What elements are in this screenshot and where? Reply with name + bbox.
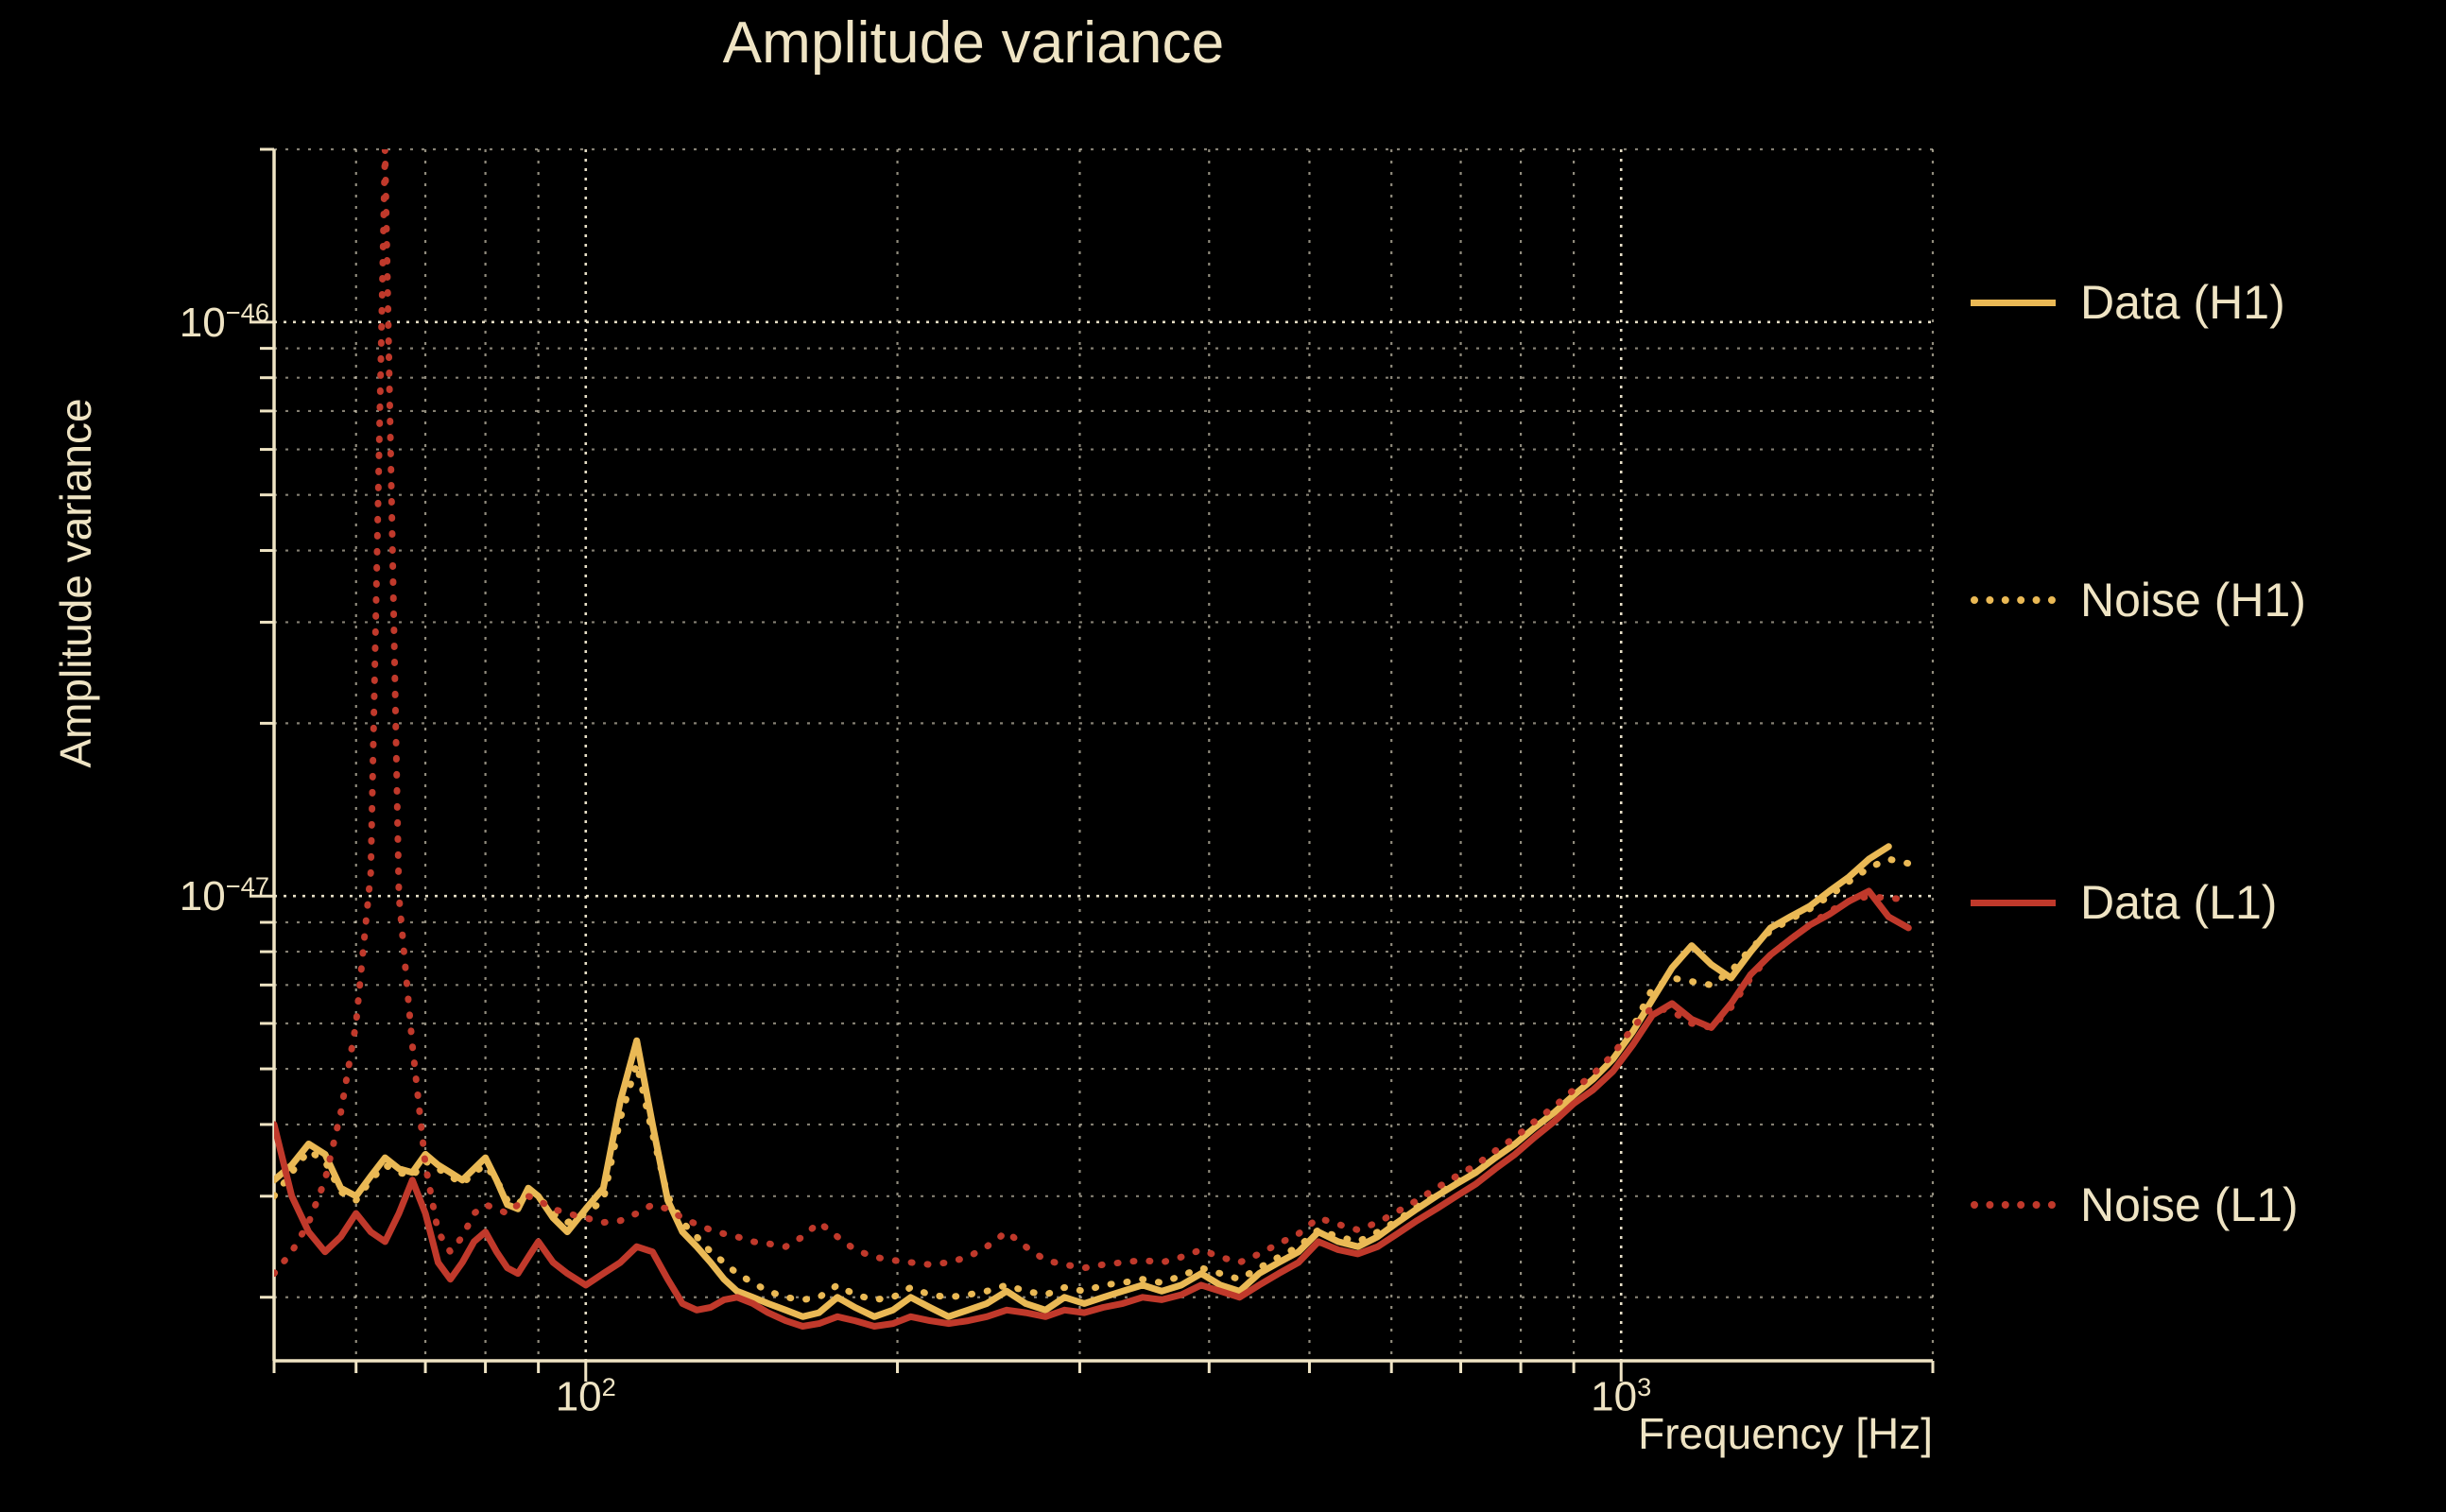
y-tick-label: 10−46: [179, 298, 269, 346]
legend-label: Noise (H1): [2080, 574, 2306, 627]
legend-swatch: [1971, 299, 2056, 306]
axis-frame: [250, 147, 1935, 1382]
series-data-h1: [274, 843, 1892, 1320]
chart-legend: Data (H1) Noise (H1) Data (L1) Noise (L1): [1971, 0, 2446, 1512]
series-noise-h1: [274, 855, 1912, 1303]
legend-item-noise-l1[interactable]: Noise (L1): [1971, 1167, 2299, 1243]
legend-item-data-h1[interactable]: Data (H1): [1971, 265, 2285, 340]
legend-label: Data (H1): [2080, 276, 2285, 329]
legend-label: Noise (L1): [2080, 1178, 2299, 1231]
series-data-l1: [274, 887, 1912, 1330]
x-tick-label: 102: [555, 1372, 616, 1420]
legend-swatch: [1971, 1201, 2056, 1209]
x-axis-label: Frequency [Hz]: [1638, 1409, 1933, 1458]
y-tick-label: 10−47: [179, 871, 269, 920]
x-tick-label: 103: [1591, 1372, 1652, 1420]
legend-swatch: [1971, 596, 2056, 604]
series-noise-l1: [274, 149, 1912, 1278]
legend-swatch: [1971, 899, 2056, 906]
legend-label: Data (L1): [2080, 876, 2278, 929]
page-title: Amplitude variance: [722, 10, 1225, 76]
legend-item-noise-h1[interactable]: Noise (H1): [1971, 562, 2306, 638]
grid-lines: [272, 147, 1935, 1361]
data-series: [274, 149, 1912, 1330]
legend-item-data-l1[interactable]: Data (L1): [1971, 865, 2277, 940]
y-tick-labels: 10−46 10−47: [0, 0, 269, 1512]
